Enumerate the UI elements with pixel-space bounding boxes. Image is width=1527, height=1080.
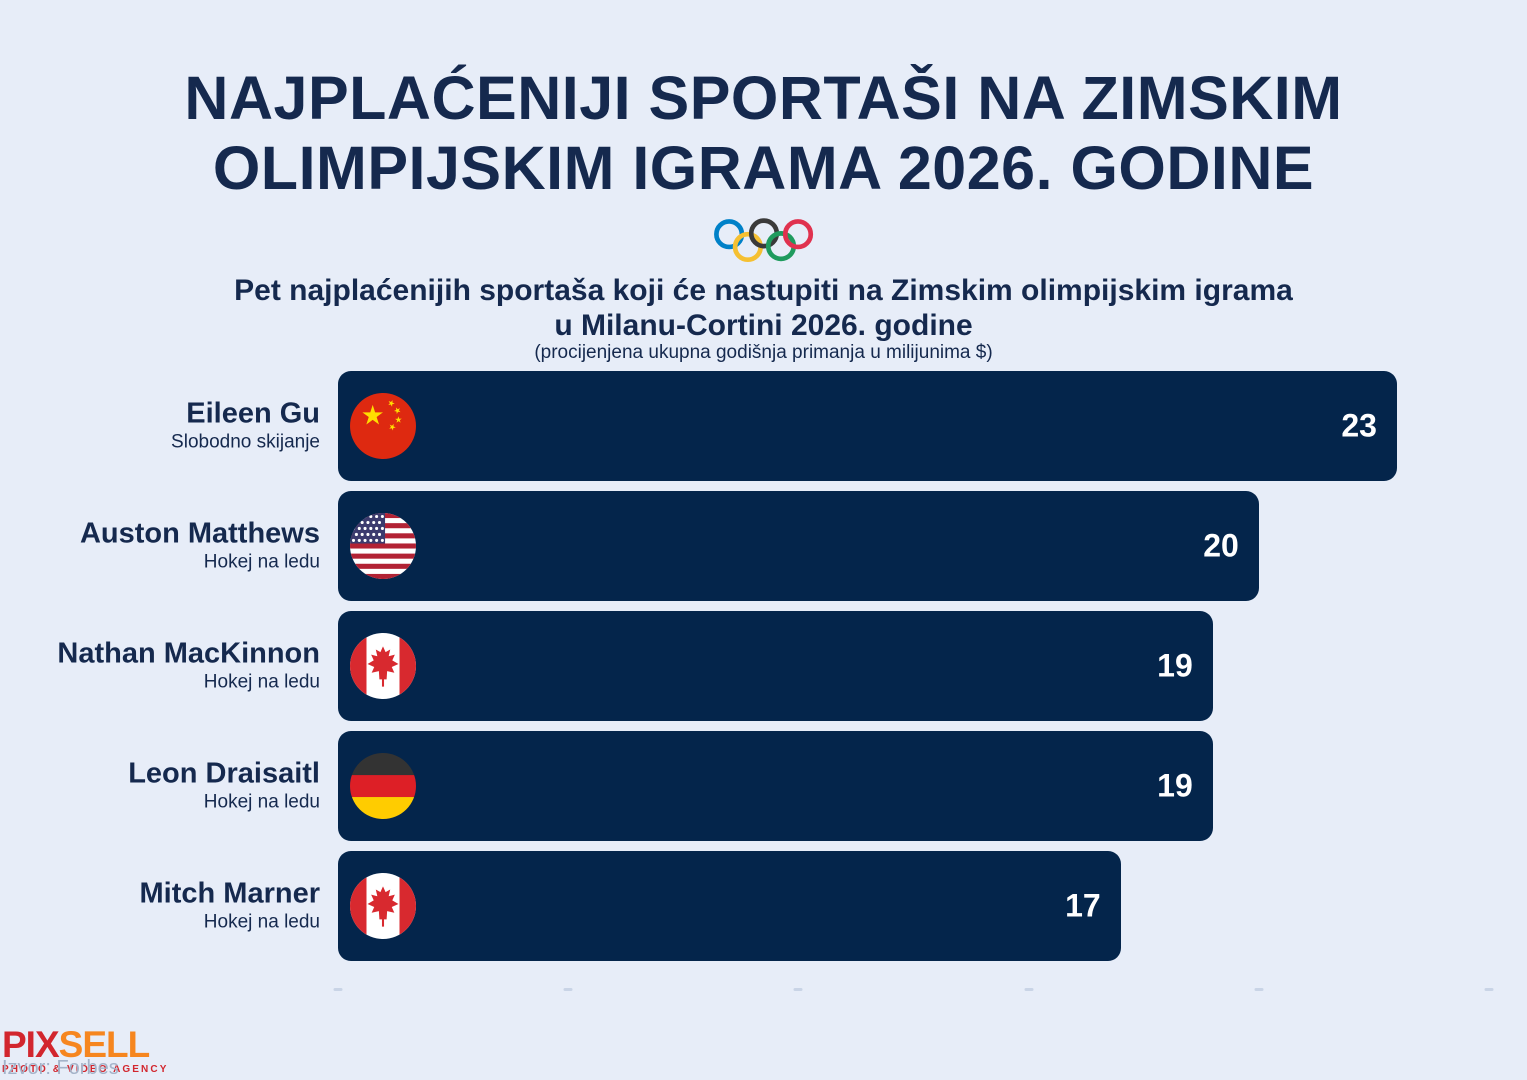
value-bar: 19 bbox=[338, 731, 1213, 841]
chart-row: Nathan MacKinnon Hokej na ledu 19 bbox=[0, 611, 1527, 721]
logo-part1: PIX bbox=[2, 1024, 60, 1065]
flag-canada-icon bbox=[350, 873, 416, 939]
bar-track: 19 bbox=[338, 731, 1489, 841]
athlete-label: Leon Draisaitl Hokej na ledu bbox=[0, 758, 320, 813]
bar-track: 20 bbox=[338, 491, 1489, 601]
chart-subtitle-line2: u Milanu-Cortini 2026. godine bbox=[554, 308, 973, 342]
flag-usa-icon bbox=[350, 513, 416, 579]
olympic-rings-icon bbox=[713, 217, 815, 270]
athlete-name: Nathan MacKinnon bbox=[57, 637, 320, 670]
athlete-sport: Hokej na ledu bbox=[203, 671, 320, 693]
page-title: NAJPLAĆENIJI SPORTAŠI NA ZIMSKIM OLIMPIJ… bbox=[0, 64, 1527, 203]
pixsell-logo-text: PIXSELL bbox=[2, 1026, 172, 1063]
value-bar: 19 bbox=[338, 611, 1213, 721]
athlete-sport: Hokej na ledu bbox=[203, 551, 320, 573]
x-axis-tick bbox=[333, 988, 343, 991]
athlete-name: Mitch Marner bbox=[139, 877, 320, 910]
value-bar: 20 bbox=[338, 491, 1259, 601]
bar-value: 17 bbox=[1065, 887, 1101, 924]
athlete-label: Eileen Gu Slobodno skijanje bbox=[0, 398, 320, 453]
page-title-line1: NAJPLAĆENIJI SPORTAŠI NA ZIMSKIM bbox=[184, 64, 1343, 132]
bar-value: 23 bbox=[1341, 407, 1377, 444]
athlete-sport: Hokej na ledu bbox=[203, 791, 320, 813]
x-axis-tick bbox=[1484, 988, 1494, 991]
x-axis-ticks bbox=[333, 988, 1494, 992]
pixsell-logo-tagline: PHOTO & VIDEO AGENCY bbox=[2, 1064, 169, 1075]
athlete-sport: Hokej na ledu bbox=[203, 911, 320, 933]
bar-track: 23 bbox=[338, 371, 1489, 481]
bar-value: 19 bbox=[1157, 647, 1193, 684]
page-title-line2: OLIMPIJSKIM IGRAMA 2026. GODINE bbox=[212, 133, 1315, 202]
x-axis-tick bbox=[1254, 988, 1264, 991]
chart-row: Leon Draisaitl Hokej na ledu 19 bbox=[0, 731, 1527, 841]
bar-value: 19 bbox=[1157, 767, 1193, 804]
athlete-sport: Slobodno skijanje bbox=[171, 431, 320, 453]
flag-germany-icon bbox=[350, 753, 416, 819]
chart-row: Auston Matthews Hokej na ledu 20 bbox=[0, 491, 1527, 601]
x-axis-tick bbox=[793, 988, 803, 991]
athlete-label: Nathan MacKinnon Hokej na ledu bbox=[0, 638, 320, 693]
athlete-label: Auston Matthews Hokej na ledu bbox=[0, 518, 320, 573]
athlete-label: Mitch Marner Hokej na ledu bbox=[0, 878, 320, 933]
value-bar: 17 bbox=[338, 851, 1121, 961]
flag-china-icon bbox=[350, 393, 416, 459]
chart-subtitle-line1: Pet najplaćenijih sportaša koji će nastu… bbox=[234, 274, 1293, 307]
x-axis-tick bbox=[1024, 988, 1034, 991]
chart-row: Eileen Gu Slobodno skijanje 23 bbox=[0, 371, 1527, 481]
source-credit: Izvor: Forbes bbox=[2, 1057, 119, 1079]
athlete-name: Eileen Gu bbox=[186, 397, 320, 430]
bar-track: 17 bbox=[338, 851, 1489, 961]
value-bar: 23 bbox=[338, 371, 1397, 481]
chart-note: (procijenjena ukupna godišnja primanja u… bbox=[534, 342, 993, 363]
athlete-name: Leon Draisaitl bbox=[128, 757, 320, 790]
pixsell-logo: PIXSELL PHOTO & VIDEO AGENCY bbox=[2, 1026, 172, 1075]
flag-canada-icon bbox=[350, 633, 416, 699]
bar-track: 19 bbox=[338, 611, 1489, 721]
logo-part2: SELL bbox=[58, 1024, 151, 1065]
athlete-name: Auston Matthews bbox=[79, 517, 320, 550]
chart-subtitle: Pet najplaćenijih sportaša koji će nastu… bbox=[0, 274, 1527, 344]
bar-value: 20 bbox=[1203, 527, 1239, 564]
bar-chart: Eileen Gu Slobodno skijanje 23 Auston Matth… bbox=[0, 371, 1527, 971]
chart-row: Mitch Marner Hokej na ledu 17 bbox=[0, 851, 1527, 961]
x-axis-tick bbox=[563, 988, 573, 991]
